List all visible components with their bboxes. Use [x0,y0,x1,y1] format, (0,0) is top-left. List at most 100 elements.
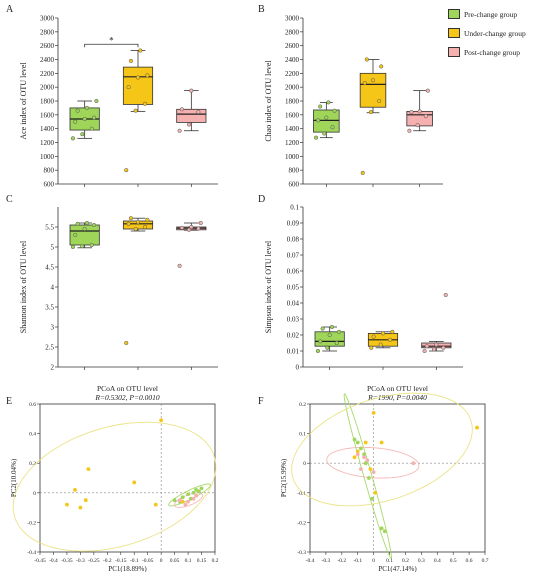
y-tick-label: 0.09 [287,220,300,228]
data-point [423,114,428,119]
data-point [73,232,78,238]
data-point [135,75,141,80]
scatter-point [363,461,368,466]
data-point [417,109,422,114]
data-point [124,340,129,346]
y-tick-label: 0.05 [287,284,300,292]
data-point [73,119,78,124]
data-point [82,226,87,232]
confidence-ellipse-3 [326,446,420,479]
scatter-point [475,425,479,430]
scatter-title: PCoA on OTU level [97,384,158,393]
data-point [135,220,141,225]
scatter-point [355,452,360,457]
y-tick-label: 2 [51,364,55,372]
scatter-point [352,437,357,442]
y-tick-label: 0.06 [287,268,300,276]
data-point [371,334,376,339]
y-axis-label: Ace index of OTU level [19,62,28,140]
y-tick-label: 1800 [40,98,55,106]
y-tick-label: 0.03 [287,316,300,324]
data-point [142,101,148,106]
scatter-point [371,410,376,415]
legend: Pre-change group Under-change group Post… [448,6,548,63]
scatter-point [362,452,366,457]
y-tick-label: 3.5 [45,304,54,312]
scatter-point [382,529,387,534]
y-axis-label: Simpson index of OTU level [264,240,273,333]
x-tick-label: -0.15 [115,558,127,564]
x-tick-label: -0.25 [88,558,100,564]
y-tick-label: -0.1 [297,491,306,497]
significance-marker: * [109,35,114,45]
scatter-point [191,490,196,495]
x-tick-label: 0.05 [170,558,180,564]
y-tick-label: 1000 [285,153,300,161]
x-tick-label: -0.1 [130,558,139,564]
scatter-point [78,505,83,510]
data-point [186,227,192,232]
data-point [314,135,319,140]
data-point [380,331,386,336]
legend-swatch-post [448,47,460,57]
data-point [337,329,342,334]
data-point [425,88,430,93]
data-point [126,221,131,226]
data-point [70,244,75,250]
data-point [325,345,330,350]
y-tick-label: 600 [44,181,55,189]
y-tick-label: 4.5 [45,264,54,272]
data-point [179,225,184,230]
confidence-ellipse-1 [343,393,392,559]
scatter-point [132,480,137,485]
panel-a: 600 800 1000 1200 1400 1600 1800 2000 2200 2400 26… [19,15,218,189]
scatter-point [65,502,69,507]
y-tick-label: 1200 [40,139,55,147]
data-point [126,85,131,90]
scatter-point [196,489,201,494]
data-point [318,104,323,109]
y-axis-label: Chao index of OTU level [264,60,273,142]
y-tick-label: 2800 [285,28,300,36]
data-point [387,337,393,342]
data-point [179,107,184,112]
x-tick-label: 0.2 [402,558,409,564]
scatter-point [370,496,374,501]
data-point [128,58,134,63]
data-point [441,345,446,350]
y-tick-label: 3 [51,324,55,332]
scatter-title: PCoA on OTU level [367,384,428,393]
plot-frame [39,403,216,553]
y-tick-label: 0.04 [287,300,300,308]
x-tick-label: 0.7 [482,558,489,564]
y-tick-label: 5.5 [45,224,54,232]
scatter-subtitle: R=0.5302, P=0.0010 [94,393,160,402]
data-point [70,136,75,141]
y-tick-label: 2200 [285,70,300,78]
data-point [133,226,138,232]
data-point [431,347,437,352]
data-point [422,348,427,354]
panel-label-f: F [258,396,264,407]
data-point [89,126,94,131]
x-tick-label: 0.4 [434,558,441,564]
data-point [320,326,325,331]
scatter-point [172,498,177,503]
scatter-point [186,499,190,504]
y-tick-label: 2600 [285,42,300,50]
scatter-point [379,440,384,445]
data-point [322,131,327,136]
data-point [379,64,384,69]
data-point [327,332,332,338]
x-tick-label: -0.3 [76,558,85,564]
data-point [334,340,339,346]
x-axis-label: PC1(47.14%) [378,565,417,572]
data-point [330,125,335,130]
y-tick-label: 0.1 [290,204,299,212]
significance-bracket [84,43,139,48]
y-tick-label: 1600 [40,111,55,119]
data-point [177,263,182,268]
x-tick-label: 0.1 [185,558,192,564]
